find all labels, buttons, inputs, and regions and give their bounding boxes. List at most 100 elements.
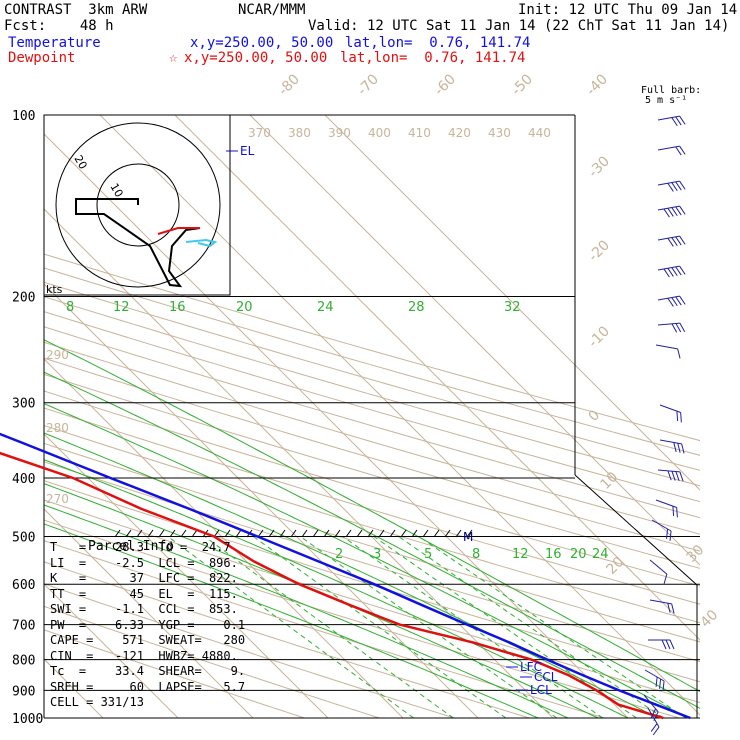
hatch-mark (191, 529, 198, 538)
mixing-ratio-label: 16 (545, 547, 562, 562)
pressure-tick-label: 300 (12, 397, 35, 412)
wind-barb (657, 145, 686, 156)
hatch-mark (147, 529, 154, 538)
parcel-info-row: CIN = -121 HWBZ= 4880. (50, 648, 238, 663)
isotherm-line (44, 358, 404, 718)
mixing-ratio-line (167, 536, 414, 718)
hodograph-ring-label: 20 (71, 153, 89, 172)
mixing-ratio-line (253, 536, 507, 718)
dry-adiabat-line (44, 373, 700, 569)
dewpoint-legend-label: Dewpoint (8, 50, 76, 66)
mixing-ratio-line (418, 536, 686, 718)
isotherm-label: -40 (584, 71, 611, 98)
mixing-ratio-label: 20 (570, 547, 587, 562)
dry-adiabat-line (44, 519, 680, 718)
mixing-ratio-label: 8 (472, 547, 480, 562)
dewpoint-profile (0, 451, 664, 720)
lcl-marker-label: LCL (530, 683, 552, 697)
parcel-info-table: T = 28.3 Td = 24.7 LI = -2.5 LCL = 896. K … (50, 540, 245, 711)
theta-label: 390 (328, 126, 351, 140)
parcel-info-row: CAPE = 571 SWEAT= 280 (50, 633, 246, 647)
wind-barb (648, 639, 675, 650)
temperature-xy: x,y=250.00, 50.00 (190, 35, 334, 51)
hatch-mark (367, 529, 374, 538)
mixing-ratio-line (342, 536, 604, 718)
dry-adiabat-line (44, 311, 700, 503)
isotherm-line (324, 115, 700, 491)
hodograph-trace (75, 198, 201, 288)
theta-e-label: 8 (66, 300, 74, 315)
isotherm-label: 10 (598, 469, 622, 493)
wind-barb (657, 235, 686, 247)
hatch-mark (114, 529, 121, 538)
wind-barb (657, 205, 686, 218)
hatch-mark (455, 529, 462, 538)
frame-slant (574, 474, 698, 586)
theta-e-label: 28 (408, 300, 425, 315)
parcel-info-row: K = 37 LFC = 822. (50, 571, 238, 585)
wind-barb (659, 439, 685, 454)
isotherm-label: -70 (355, 71, 382, 98)
isotherm-line (44, 433, 329, 718)
dewpoint-star-icon: ☆ (169, 50, 178, 66)
ccl-marker-label: CCL (534, 670, 558, 684)
parcel-info-row: SWI = -1.1 CCL = 853. (50, 602, 238, 616)
temperature-legend-label: Temperature (8, 35, 101, 51)
isotherm-label: 30 (684, 542, 708, 566)
parcel-info-row: T = 28.3 Td = 24.7 (50, 540, 231, 554)
dry-adiabat-line (44, 583, 455, 718)
theta-e-label: 24 (317, 300, 334, 315)
wind-barb (647, 707, 660, 736)
wind-barb (657, 180, 686, 192)
hatch-mark (301, 529, 308, 538)
dry-adiabat-line (44, 407, 700, 605)
isotherm-line (174, 115, 700, 641)
theta-label: 410 (408, 126, 431, 140)
pressure-tick-label: 200 (12, 291, 35, 306)
model-title: CONTRAST 3km ARW (4, 2, 148, 18)
theta-label: 400 (368, 126, 391, 140)
hatch-mark (422, 529, 429, 538)
wind-barb (657, 469, 684, 482)
dry-adiabat-line (44, 561, 530, 718)
theta-label: 420 (448, 126, 471, 140)
mixing-ratio-label: 12 (512, 547, 529, 562)
lfc-marker-label: LFC (520, 660, 542, 674)
hatch-mark (136, 529, 143, 538)
pressure-tick-label: 100 (12, 109, 35, 124)
wind-barb (657, 115, 686, 127)
isotherm-label: -50 (509, 71, 536, 98)
center-title: NCAR/MMM (238, 2, 306, 18)
theta-label-left: 270 (46, 492, 69, 506)
hatch-mark (290, 529, 297, 538)
dry-adiabat-line (44, 540, 605, 718)
hatch-mark (169, 529, 176, 538)
hatch-mark (268, 529, 275, 538)
temperature-latlon: lat,lon= 0.76, 141.74 (345, 35, 531, 51)
wind-barb (644, 669, 665, 691)
parcel-info-row: CELL = 331/13 (50, 695, 144, 709)
mixing-ratio-line (204, 536, 454, 718)
hatch-mark (389, 529, 396, 538)
parcel-info-row: PW = 6.33 YGP = 0.1 (50, 617, 246, 632)
wind-barb (655, 499, 678, 518)
pressure-tick-label: 900 (12, 684, 35, 699)
parcel-info-row: SREH = 60 LAPSE= 5.7 (50, 679, 246, 694)
pressure-tick-label: 600 (12, 578, 35, 593)
dry-adiabat-line (44, 480, 700, 683)
hatch-mark (180, 529, 187, 538)
dry-adiabat-line (44, 253, 700, 442)
el-marker-label: EL (240, 144, 255, 158)
hodograph-ring-10 (96, 163, 180, 247)
mixing-ratio-label: 3 (373, 547, 381, 562)
hatch-mark (433, 529, 440, 538)
hatch-mark (158, 529, 165, 538)
isotherm-label: 0 (586, 407, 604, 425)
pressure-tick-label: 800 (12, 654, 35, 669)
parcel-info-row: Tc = 33.4 SHEAR= 9. (50, 664, 246, 678)
theta-e-label: 12 (113, 300, 130, 315)
isotherm-line (99, 115, 700, 716)
isotherm-label: -30 (586, 153, 613, 180)
pressure-tick-label: 700 (12, 619, 35, 634)
wind-barb (657, 295, 686, 307)
